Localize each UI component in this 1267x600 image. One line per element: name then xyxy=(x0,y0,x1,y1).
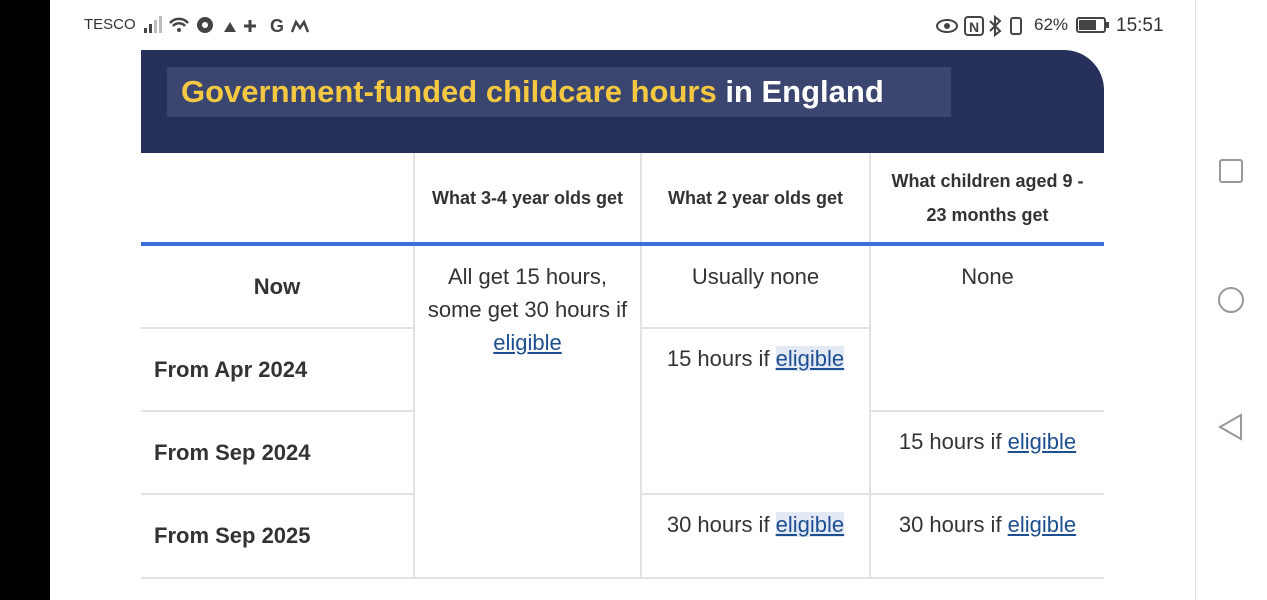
recent-apps-button[interactable] xyxy=(1219,159,1243,183)
cell-text: 30 hours if xyxy=(666,512,776,537)
cell: 30 hours if eligible xyxy=(871,495,1104,577)
eligible-link[interactable]: eligible xyxy=(1007,429,1077,454)
cell-text: 15 hours if xyxy=(898,429,1008,454)
eligible-link[interactable]: eligible xyxy=(493,330,562,355)
back-button[interactable] xyxy=(1217,413,1242,441)
home-button[interactable] xyxy=(1218,287,1244,313)
column-header: What children aged 9 - 23 months get xyxy=(871,153,1104,242)
cell-text: All get 15 hours, some get 30 hours if xyxy=(427,264,634,322)
cell: Usually none xyxy=(642,246,869,327)
column-header: What 2 year olds get xyxy=(642,153,869,242)
column-header: What 3-4 year olds get xyxy=(415,153,640,242)
eligible-link[interactable]: eligible xyxy=(1007,512,1077,537)
row-label: Now xyxy=(141,246,413,327)
nav-buttons xyxy=(1217,159,1244,441)
cell-text: 15 hours if xyxy=(666,346,776,371)
svg-text:G: G xyxy=(270,16,284,36)
left-bezel xyxy=(0,0,50,600)
row-label: From Apr 2024 xyxy=(141,329,413,410)
cell-text: 30 hours if xyxy=(898,512,1008,537)
eligible-link[interactable]: eligible xyxy=(775,346,845,371)
clock: 15:51 xyxy=(1116,15,1164,36)
title-rest: in England xyxy=(716,74,884,109)
cell-text: Usually none xyxy=(691,264,820,289)
header-rule xyxy=(141,242,1104,246)
battery-percent: 62% xyxy=(1034,15,1069,34)
row-label: From Sep 2024 xyxy=(141,412,413,493)
battery-icon xyxy=(1076,17,1109,33)
title-highlight: Government-funded childcare hours xyxy=(181,74,717,109)
cell: None xyxy=(871,246,1104,410)
nav-divider xyxy=(1195,0,1196,600)
cell: 15 hours if eligible xyxy=(642,329,869,493)
status-icons-right: N xyxy=(936,14,1022,38)
cell: All get 15 hours, some get 30 hours if e… xyxy=(415,246,640,577)
svg-text:N: N xyxy=(969,19,979,35)
cell: 30 hours if eligible xyxy=(642,495,869,577)
cell: 15 hours if eligible xyxy=(871,412,1104,493)
row-label: From Sep 2025 xyxy=(141,495,413,577)
header-empty xyxy=(141,153,413,242)
carrier: TESCO xyxy=(84,16,136,33)
banner-title: Government-funded childcare hours in Eng… xyxy=(167,67,951,117)
status-icons-left: G xyxy=(144,16,310,36)
cell-text: None xyxy=(961,264,1014,289)
eligible-link[interactable]: eligible xyxy=(775,512,845,537)
